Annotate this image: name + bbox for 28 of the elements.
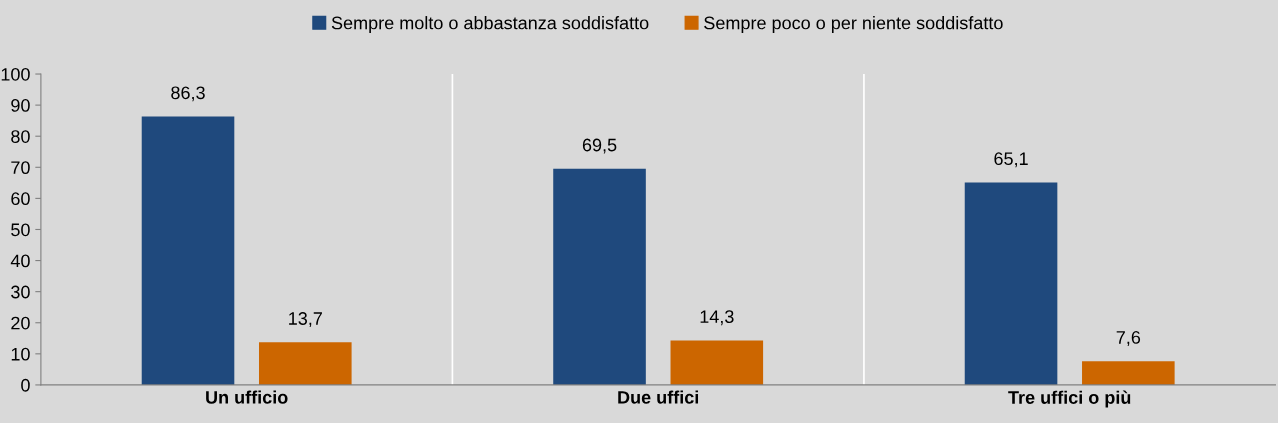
text: 14,3 [700,310,734,326]
y-tick-label: 90 [11,99,30,112]
text: 13,7 [289,312,322,328]
text: 7,6 [1116,331,1141,346]
legend-label: Sempre poco o per niente soddisfatto [704,16,1003,33]
y-tick-label: 100 [1,67,30,81]
text: 69,5 [582,138,617,154]
y-tick-label: 50 [11,223,30,237]
y-tick-label: 10 [11,347,30,361]
y-tick-label: 80 [11,130,30,143]
bar [1082,361,1175,385]
text: 86,3 [171,86,205,102]
bar [259,342,352,385]
x-tick-label: Un ufficio [206,390,288,404]
y-tick-label: 60 [11,192,30,206]
bar [964,182,1058,385]
text: 65,1 [994,152,1028,168]
y-tick-label: 70 [11,161,30,175]
bar [670,340,764,385]
x-tick-label: Due uffici [618,390,699,404]
x-tick-label: Tre uffici o più [1008,390,1131,408]
y-tick-label: 30 [11,285,30,299]
bar [141,116,235,385]
bar [553,168,646,385]
y-tick-label: 20 [11,316,30,330]
y-tick-label: 0 [21,378,30,392]
y-tick-label: 40 [10,254,30,268]
legend-label: Sempre molto o abbastanza soddisfatto [331,16,649,33]
